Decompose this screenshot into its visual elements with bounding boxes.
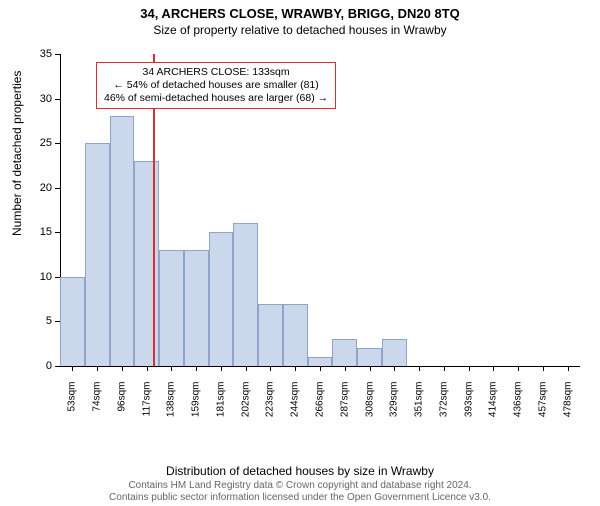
x-tick-label: 202sqm bbox=[240, 382, 251, 442]
histogram-bar bbox=[283, 304, 308, 366]
y-tick-label: 30 bbox=[22, 93, 52, 105]
y-tick-mark bbox=[55, 99, 60, 100]
x-tick-label: 393sqm bbox=[463, 382, 474, 442]
y-tick-mark bbox=[55, 232, 60, 233]
histogram-bar bbox=[134, 161, 159, 366]
x-tick-mark bbox=[469, 366, 470, 371]
y-tick-label: 15 bbox=[22, 226, 52, 238]
x-tick-label: 478sqm bbox=[562, 382, 573, 442]
x-tick-mark bbox=[370, 366, 371, 371]
y-tick-mark bbox=[55, 54, 60, 55]
histogram-bar bbox=[184, 250, 209, 366]
chart-title: 34, ARCHERS CLOSE, WRAWBY, BRIGG, DN20 8… bbox=[0, 6, 600, 21]
x-tick-label: 308sqm bbox=[364, 382, 375, 442]
x-tick-label: 117sqm bbox=[141, 382, 152, 442]
chart-subtitle: Size of property relative to detached ho… bbox=[0, 23, 600, 37]
x-tick-mark bbox=[518, 366, 519, 371]
y-tick-label: 25 bbox=[22, 137, 52, 149]
chart-plot-area: 0510152025303553sqm74sqm96sqm117sqm138sq… bbox=[60, 54, 580, 424]
x-tick-mark bbox=[419, 366, 420, 371]
x-axis-label: Distribution of detached houses by size … bbox=[0, 464, 600, 478]
x-tick-mark bbox=[320, 366, 321, 371]
histogram-bar bbox=[382, 339, 407, 366]
x-tick-mark bbox=[543, 366, 544, 371]
x-tick-mark bbox=[122, 366, 123, 371]
histogram-bar bbox=[233, 223, 258, 366]
x-tick-mark bbox=[568, 366, 569, 371]
x-tick-label: 372sqm bbox=[438, 382, 449, 442]
annotation-line: 46% of semi-detached houses are larger (… bbox=[104, 92, 328, 105]
y-tick-label: 35 bbox=[22, 48, 52, 60]
y-tick-label: 0 bbox=[22, 360, 52, 372]
x-tick-mark bbox=[345, 366, 346, 371]
annotation-line: ← 54% of detached houses are smaller (81… bbox=[104, 79, 328, 92]
x-tick-label: 96sqm bbox=[116, 382, 127, 442]
histogram-bar bbox=[85, 143, 110, 366]
histogram-bar bbox=[357, 348, 382, 366]
y-tick-mark bbox=[55, 143, 60, 144]
y-tick-mark bbox=[55, 366, 60, 367]
footer-line-1: Contains HM Land Registry data © Crown c… bbox=[0, 480, 600, 492]
histogram-bar bbox=[209, 232, 234, 366]
annotation-line: 34 ARCHERS CLOSE: 133sqm bbox=[104, 66, 328, 79]
x-tick-label: 287sqm bbox=[339, 382, 350, 442]
x-tick-label: 223sqm bbox=[265, 382, 276, 442]
y-tick-label: 20 bbox=[22, 182, 52, 194]
x-tick-label: 414sqm bbox=[488, 382, 499, 442]
x-tick-mark bbox=[72, 366, 73, 371]
histogram-bar bbox=[258, 304, 283, 366]
x-tick-label: 138sqm bbox=[166, 382, 177, 442]
x-tick-mark bbox=[270, 366, 271, 371]
x-tick-label: 181sqm bbox=[215, 382, 226, 442]
histogram-bar bbox=[159, 250, 184, 366]
x-tick-mark bbox=[147, 366, 148, 371]
x-tick-mark bbox=[246, 366, 247, 371]
x-tick-label: 436sqm bbox=[513, 382, 524, 442]
x-tick-mark bbox=[295, 366, 296, 371]
histogram-bar bbox=[110, 116, 135, 366]
x-tick-mark bbox=[196, 366, 197, 371]
footer-line-2: Contains public sector information licen… bbox=[0, 492, 600, 504]
x-tick-mark bbox=[221, 366, 222, 371]
x-tick-label: 159sqm bbox=[191, 382, 202, 442]
x-tick-label: 244sqm bbox=[290, 382, 301, 442]
annotation-box: 34 ARCHERS CLOSE: 133sqm← 54% of detache… bbox=[96, 62, 336, 109]
x-tick-label: 266sqm bbox=[315, 382, 326, 442]
histogram-bar bbox=[332, 339, 357, 366]
y-tick-mark bbox=[55, 188, 60, 189]
histogram-bar bbox=[308, 357, 333, 366]
x-tick-mark bbox=[444, 366, 445, 371]
x-tick-mark bbox=[394, 366, 395, 371]
x-tick-label: 53sqm bbox=[67, 382, 78, 442]
y-tick-label: 10 bbox=[22, 271, 52, 283]
x-tick-label: 351sqm bbox=[414, 382, 425, 442]
x-tick-label: 329sqm bbox=[389, 382, 400, 442]
x-tick-mark bbox=[97, 366, 98, 371]
y-tick-label: 5 bbox=[22, 315, 52, 327]
x-tick-label: 457sqm bbox=[537, 382, 548, 442]
x-tick-mark bbox=[171, 366, 172, 371]
histogram-bar bbox=[60, 277, 85, 366]
x-tick-mark bbox=[493, 366, 494, 371]
x-tick-label: 74sqm bbox=[92, 382, 103, 442]
